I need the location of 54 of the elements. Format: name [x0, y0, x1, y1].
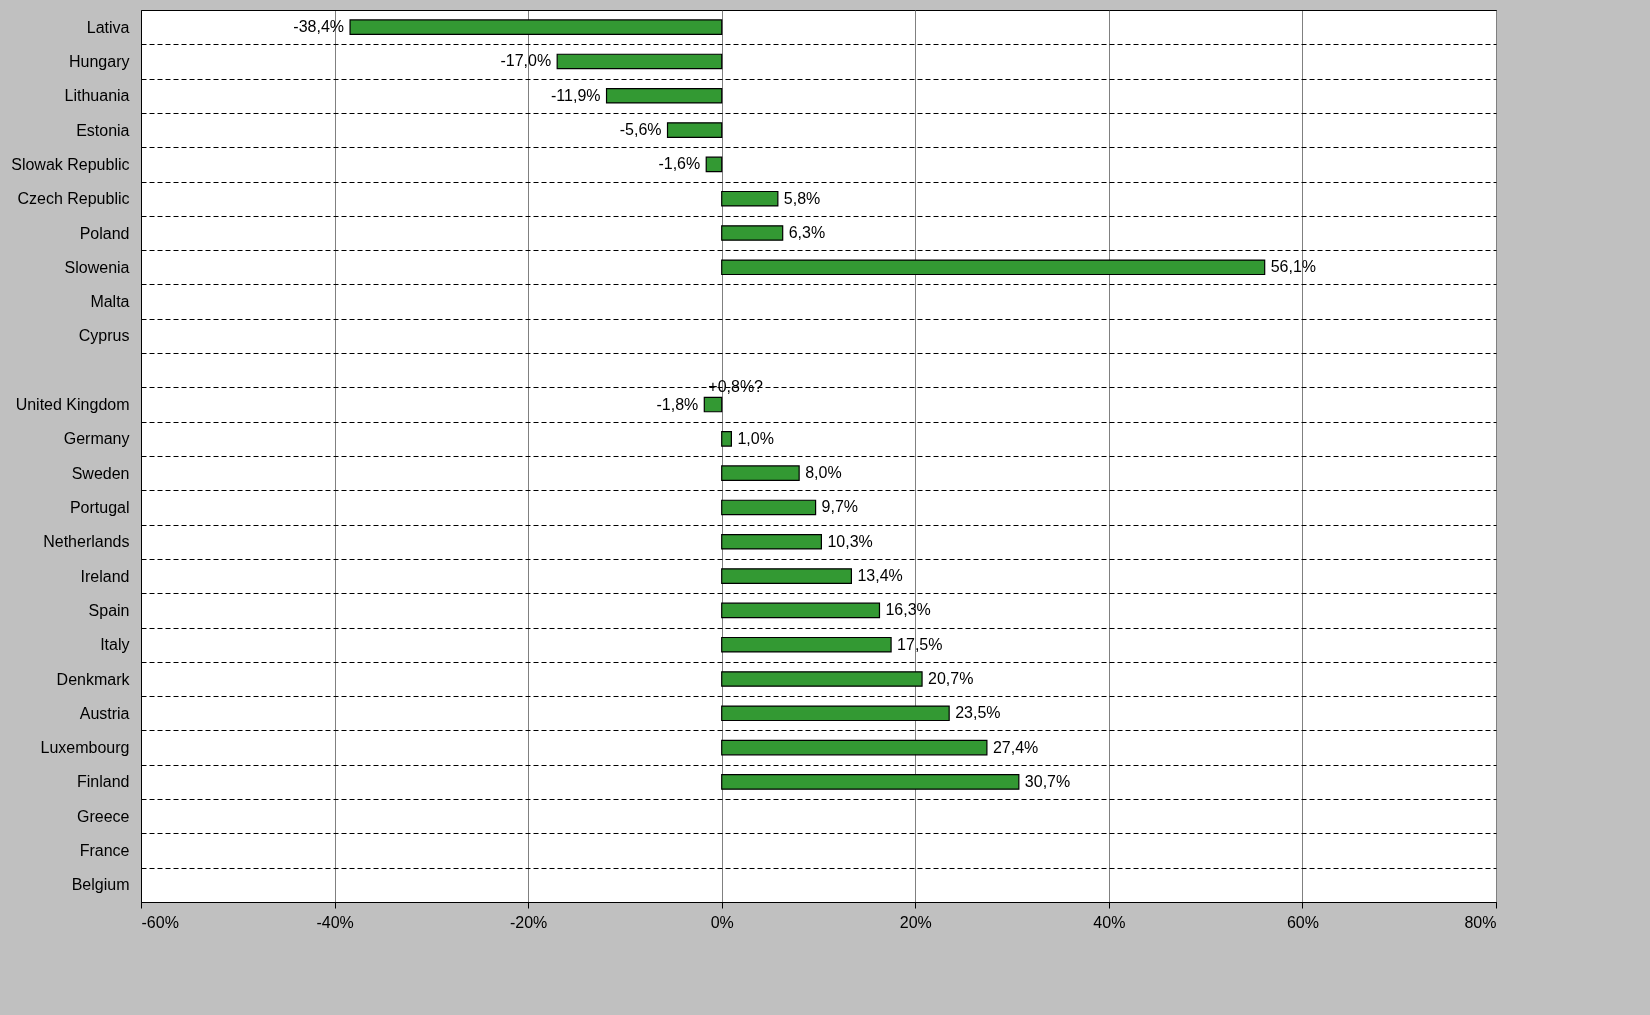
y-tick-label: Cyprus: [78, 327, 130, 345]
y-tick-label: France: [79, 842, 130, 860]
y-tick-label: Portugal: [69, 498, 130, 516]
data-label: -17,0%: [500, 52, 552, 70]
y-tick-label: United Kingdom: [15, 396, 130, 414]
y-tick-label: Austria: [79, 704, 130, 722]
y-tick-label: Lativa: [86, 18, 130, 36]
y-tick-label: Hungary: [69, 52, 130, 70]
y-tick-label: Sweden: [71, 464, 130, 482]
y-tick-label: Greece: [77, 807, 130, 825]
data-label: -1,8%: [656, 395, 699, 413]
data-label: 6,3%: [788, 224, 826, 241]
x-tick-label: 0%: [710, 913, 734, 931]
y-tick-label: Finland: [77, 773, 130, 791]
y-tick-label: Poland: [79, 224, 130, 242]
data-label: 13,4%: [857, 567, 903, 585]
y-tick-label: Lithuania: [64, 87, 130, 105]
y-tick-label: Belgium: [71, 876, 130, 894]
data-label: 5,8%: [783, 189, 821, 207]
x-tick-label: -60%: [141, 913, 179, 931]
y-tick-label: Denkmark: [56, 670, 131, 688]
data-label: 9,7%: [821, 498, 859, 516]
y-tick-label: Slowak Republic: [11, 155, 130, 173]
data-label: -1,6%: [658, 155, 701, 173]
y-tick-label: Netherlands: [43, 533, 130, 551]
data-label: 10,3%: [827, 532, 873, 550]
data-label: 30,7%: [1024, 772, 1071, 790]
y-tick-label: Luxembourg: [40, 739, 130, 757]
annotation: +0,8%?: [708, 377, 764, 395]
x-tick-label: 80%: [1464, 913, 1497, 931]
data-label: 8,0%: [805, 464, 842, 482]
data-label: 23,5%: [955, 704, 1001, 722]
x-tick-label: 40%: [1093, 913, 1126, 931]
data-label: 1,0%: [737, 429, 774, 447]
data-label: -5,6%: [619, 121, 662, 139]
y-tick-label: Germany: [63, 430, 130, 448]
y-tick-label: Ireland: [80, 567, 130, 585]
data-label: 27,4%: [992, 738, 1039, 756]
data-label: 16,3%: [885, 601, 931, 619]
y-tick-label: Spain: [88, 601, 130, 619]
data-label: -11,9%: [551, 86, 601, 104]
y-tick-label: Czech Republic: [17, 190, 130, 208]
y-tick-label: Slowenia: [64, 258, 130, 276]
x-tick-label: -20%: [509, 913, 548, 931]
x-tick-label: -40%: [316, 913, 354, 931]
data-label: 56,1%: [1270, 258, 1317, 276]
x-tick-label: 20%: [899, 913, 932, 931]
y-tick-label: Estonia: [76, 121, 130, 139]
y-tick-label: Malta: [90, 293, 130, 311]
y-tick-label: Italy: [100, 636, 130, 654]
data-label: 20,7%: [928, 670, 974, 687]
data-label: 17,5%: [897, 635, 943, 653]
data-label: -38,4%: [293, 18, 345, 36]
x-tick-label: 60%: [1286, 913, 1319, 931]
